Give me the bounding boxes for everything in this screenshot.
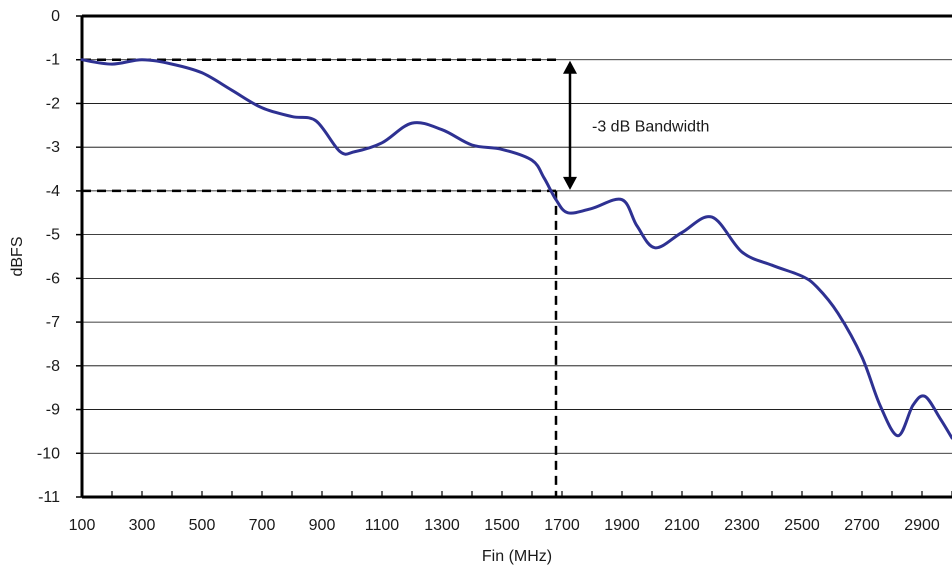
y-tick-label: -1	[46, 52, 60, 69]
y-tick-label: -11	[38, 489, 60, 506]
bandwidth-arrow-head-bottom	[563, 176, 577, 190]
y-tick-labels: 0 -1 -2 -3 -4 -5 -6 -7 -8 -9 -10 -11	[37, 8, 60, 506]
x-tick-label: 1300	[424, 517, 460, 534]
y-tick-label: -9	[46, 402, 60, 419]
plot-frame	[76, 14, 952, 499]
series-line	[80, 58, 952, 440]
series-group	[80, 58, 952, 440]
y-tick-label: -6	[46, 270, 60, 287]
x-axis-ticks	[81, 491, 952, 497]
y-tick-label: -4	[46, 183, 60, 200]
grid-lines	[82, 59, 952, 454]
y-axis-title: dBFS	[9, 236, 26, 276]
y-tick-label: -5	[46, 227, 60, 244]
x-tick-labels: 100 300 500 700 900 1100 1300 1500 1700 1900 2100 2…	[69, 517, 940, 534]
x-tick-label: 900	[309, 517, 336, 534]
bandwidth-arrow-head-top	[563, 60, 577, 74]
y-tick-label: 0	[51, 8, 60, 25]
bandwidth-label: -3 dB Bandwidth	[592, 118, 709, 135]
x-tick-label: 2900	[904, 517, 940, 534]
x-tick-label: 2700	[844, 517, 880, 534]
x-tick-label: 1700	[544, 517, 580, 534]
x-tick-label: 2500	[784, 517, 820, 534]
x-tick-label: 1500	[484, 517, 520, 534]
x-tick-label: 300	[129, 517, 156, 534]
x-tick-label: 1900	[604, 517, 640, 534]
reference-lines	[82, 58, 558, 497]
x-tick-label: 500	[189, 517, 216, 534]
x-tick-label: 2300	[724, 517, 760, 534]
x-tick-label: 100	[69, 517, 96, 534]
y-tick-label: -7	[46, 314, 60, 331]
y-tick-label: -8	[46, 358, 60, 375]
y-tick-label: -3	[46, 139, 60, 156]
annotation-group: -3 dB Bandwidth	[563, 60, 709, 190]
y-tick-label: -2	[46, 95, 60, 112]
x-tick-label: 700	[249, 517, 276, 534]
y-tick-label: -10	[37, 445, 60, 462]
x-tick-label: 2100	[664, 517, 700, 534]
x-axis-title: Fin (MHz)	[482, 548, 552, 565]
x-tick-label: 1100	[365, 517, 400, 534]
